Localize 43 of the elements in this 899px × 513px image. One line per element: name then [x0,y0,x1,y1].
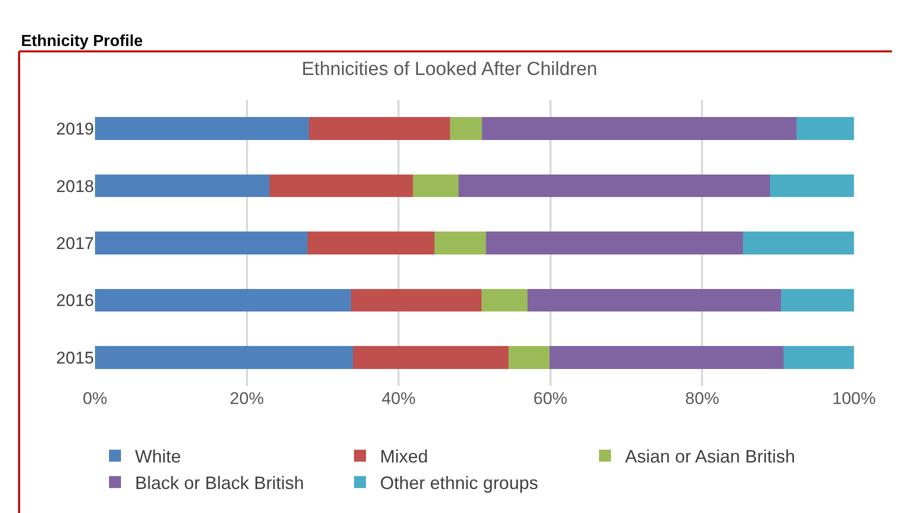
y-tick-label: 2017 [56,234,94,253]
y-tick-label: 2015 [56,348,94,368]
bar [550,346,784,369]
x-tick-label: 100% [832,389,876,408]
bar [508,346,550,369]
bar [309,117,450,140]
y-tick-label: 2016 [56,291,94,310]
bar [458,174,770,198]
x-tick-label: 20% [230,389,264,408]
y-tick-label: 2018 [56,176,94,196]
bar [308,232,434,254]
bar [528,288,782,312]
bar [95,346,354,369]
legend-label: Black or Black British [135,473,304,494]
x-tick-label: 80% [685,389,720,408]
bar [353,346,509,369]
bar [95,232,308,254]
x-tick-label: 60% [533,389,568,408]
bar [434,232,486,254]
bar [95,288,351,312]
legend-label: Mixed [380,446,428,467]
chart-title: Ethnicities of Looked After Children [302,58,598,80]
bar [350,288,482,312]
legend-label: Other ethnic groups [380,473,538,494]
bar [743,232,854,254]
bar [413,174,459,198]
bar [783,346,854,369]
x-tick-label: 40% [382,389,416,408]
bar [270,174,414,198]
x-tick-label: 0% [82,389,108,408]
bar [95,174,270,198]
bar [486,232,744,254]
bar [781,288,854,312]
y-tick-label: 2019 [56,120,94,139]
bar [796,117,854,140]
bar [770,174,854,198]
legend-label: Asian or Asian British [625,446,796,467]
legend-label: White [135,446,182,467]
text: Ethnicity Profile [21,33,143,50]
bar [481,288,528,312]
bar [482,117,796,140]
bar [450,117,482,140]
bar [95,117,310,140]
